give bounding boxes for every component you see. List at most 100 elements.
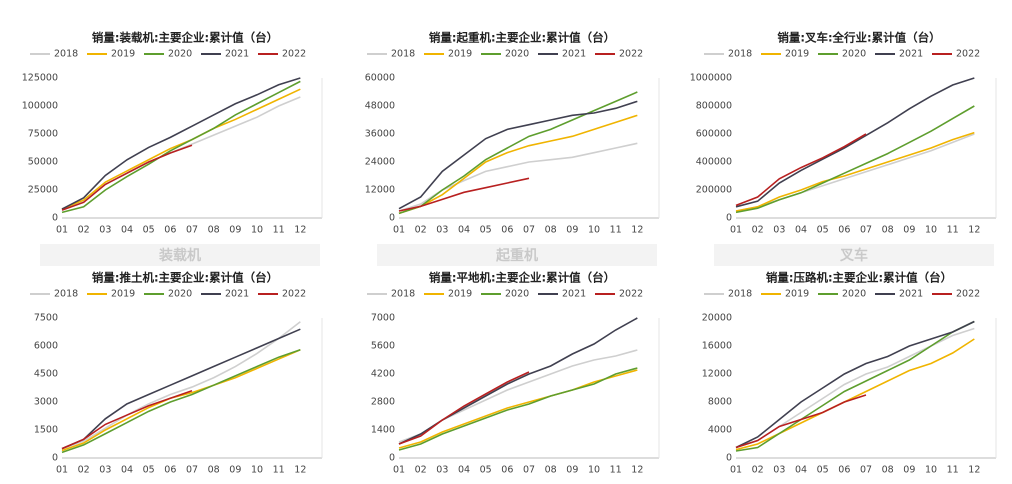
x-tick-label: 02 (415, 465, 427, 476)
y-tick-label: 16000 (702, 341, 732, 352)
x-tick-label: 11 (947, 225, 959, 236)
series-line (735, 320, 975, 452)
legend-label: 2018 (391, 49, 415, 60)
y-tick-label: 60000 (365, 73, 395, 84)
x-tick-label: 08 (882, 225, 894, 236)
x-tick-label: 07 (860, 225, 872, 236)
x-tick-label: 01 (393, 225, 405, 236)
legend-label: 2018 (391, 289, 415, 300)
legend-label: 2019 (785, 49, 809, 60)
x-tick-label: 07 (186, 225, 198, 236)
chart-title: 销量:平地机:主要企业:累计值（台） (429, 271, 615, 285)
y-tick-label: 25000 (28, 185, 58, 196)
x-tick-label: 07 (523, 465, 535, 476)
legend-label: 2021 (899, 289, 923, 300)
watermark-band (40, 244, 320, 266)
legend-label: 2020 (168, 289, 192, 300)
watermark: 装载机 (158, 247, 201, 264)
y-tick-label: 75000 (28, 129, 58, 140)
chart-title: 销量:叉车:全行业:累计值（台） (777, 31, 940, 45)
y-tick-label: 50000 (28, 157, 58, 168)
x-tick-label: 11 (610, 465, 622, 476)
legend-label: 2022 (956, 49, 980, 60)
series-line (398, 367, 638, 451)
x-tick-label: 04 (795, 225, 807, 236)
x-tick-label: 09 (229, 225, 241, 236)
y-tick-label: 0 (726, 453, 732, 464)
y-tick-label: 1000000 (690, 73, 732, 84)
x-tick-label: 12 (631, 465, 643, 476)
legend-label: 2019 (111, 49, 135, 60)
x-tick-label: 08 (882, 465, 894, 476)
x-tick-label: 04 (121, 225, 133, 236)
x-tick-label: 10 (588, 465, 600, 476)
x-tick-label: 09 (903, 465, 915, 476)
x-tick-label: 06 (501, 465, 513, 476)
x-tick-label: 07 (523, 225, 535, 236)
x-tick-label: 10 (251, 225, 263, 236)
y-tick-label: 0 (389, 453, 395, 464)
x-tick-label: 12 (294, 225, 306, 236)
series-line (735, 105, 975, 214)
x-tick-label: 03 (773, 465, 785, 476)
x-tick-label: 06 (164, 225, 176, 236)
legend-label: 2019 (448, 49, 472, 60)
legend-label: 2020 (842, 289, 866, 300)
x-tick-label: 04 (795, 465, 807, 476)
y-tick-label: 0 (389, 213, 395, 224)
x-tick-label: 08 (208, 465, 220, 476)
x-tick-label: 10 (251, 465, 263, 476)
x-tick-label: 10 (588, 225, 600, 236)
series-line (398, 349, 638, 443)
x-tick-label: 10 (925, 465, 937, 476)
y-tick-label: 7000 (371, 313, 395, 324)
series-line (398, 91, 638, 215)
x-tick-label: 02 (415, 225, 427, 236)
y-tick-label: 800000 (696, 101, 732, 112)
chart-title: 销量:推土机:主要企业:累计值（台） (92, 271, 278, 285)
x-tick-label: 03 (99, 465, 111, 476)
legend-label: 2021 (899, 49, 923, 60)
x-tick-label: 09 (566, 465, 578, 476)
y-tick-label: 0 (52, 453, 58, 464)
legend-label: 2022 (282, 289, 306, 300)
y-tick-label: 600000 (696, 129, 732, 140)
x-tick-label: 03 (436, 465, 448, 476)
x-tick-label: 11 (610, 225, 622, 236)
series-line (735, 394, 867, 449)
x-tick-label: 12 (968, 465, 980, 476)
x-tick-label: 04 (121, 465, 133, 476)
x-tick-label: 08 (208, 225, 220, 236)
x-tick-label: 12 (294, 465, 306, 476)
series-line (61, 348, 301, 454)
y-tick-label: 0 (726, 213, 732, 224)
series-line (735, 327, 975, 449)
y-tick-label: 24000 (365, 157, 395, 168)
series-line (61, 80, 301, 214)
x-tick-label: 02 (752, 225, 764, 236)
y-tick-label: 3000 (34, 397, 58, 408)
series-line (735, 131, 975, 212)
x-tick-label: 01 (393, 465, 405, 476)
chart-title: 销量:装载机:主要企业:累计值（台） (92, 31, 278, 45)
x-tick-label: 01 (730, 225, 742, 236)
series-line (398, 100, 638, 210)
x-tick-label: 06 (838, 465, 850, 476)
series-line (61, 321, 301, 450)
y-tick-label: 2800 (371, 397, 395, 408)
x-tick-label: 06 (164, 465, 176, 476)
legend-label: 2020 (168, 49, 192, 60)
series-line (735, 133, 867, 207)
y-tick-label: 48000 (365, 101, 395, 112)
y-tick-label: 125000 (22, 73, 58, 84)
series-line (61, 77, 301, 210)
y-tick-label: 4200 (371, 369, 395, 380)
series-line (61, 328, 301, 450)
y-tick-label: 200000 (696, 185, 732, 196)
x-tick-label: 02 (752, 465, 764, 476)
chart-title: 销量:起重机:主要企业:累计值（台） (429, 31, 615, 45)
watermark: 起重机 (495, 247, 538, 264)
chart-title: 销量:压路机:主要企业:累计值（台） (766, 271, 952, 285)
y-tick-label: 4000 (708, 425, 732, 436)
